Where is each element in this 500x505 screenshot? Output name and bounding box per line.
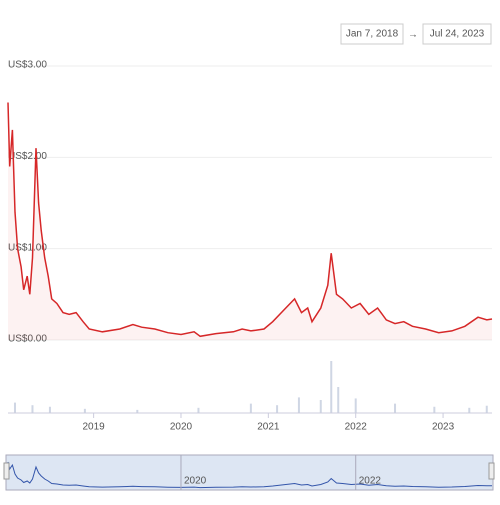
y-tick-label: US$2.00 (8, 151, 47, 162)
price-line (7, 102, 493, 338)
volume-bar (297, 397, 300, 413)
volume-bar (433, 406, 436, 413)
x-tick-label: 2019 (82, 422, 105, 433)
x-tick-label: 2022 (345, 422, 368, 433)
volume-bar (276, 405, 279, 413)
x-tick-label: 2023 (432, 422, 455, 433)
volume-bar (48, 406, 51, 413)
range-to[interactable]: Jul 24, 2023 (430, 29, 485, 40)
y-tick-label: US$3.00 (8, 60, 47, 71)
volume-bar (337, 387, 340, 413)
x-tick-label: 2020 (170, 422, 193, 433)
navigator[interactable] (5, 454, 494, 491)
volume-bar (249, 403, 252, 413)
volume-bar (319, 400, 322, 413)
volume-bar (136, 409, 139, 413)
navigator-label: 2022 (359, 476, 382, 487)
volume-bar (354, 398, 357, 413)
range-from[interactable]: Jan 7, 2018 (346, 29, 399, 40)
volume-bar (485, 405, 488, 413)
range-to-box[interactable] (422, 23, 492, 45)
volume-bar (31, 405, 34, 413)
y-tick-label: US$1.00 (8, 242, 47, 253)
range-separator: → (408, 30, 418, 41)
volume-bar (330, 361, 333, 413)
volume-bar (197, 407, 200, 413)
navigator-handle-left (3, 462, 10, 480)
volume-bar (13, 402, 16, 413)
x-tick-label: 2021 (257, 422, 280, 433)
range-from-box[interactable] (340, 23, 404, 45)
volume-bar (468, 407, 471, 413)
y-tick-label: US$0.00 (8, 334, 47, 345)
navigator-line (7, 461, 493, 489)
area (8, 102, 492, 340)
navigator-handle-right (488, 462, 495, 480)
volume-bar (83, 408, 86, 413)
navigator-label: 2020 (184, 476, 207, 487)
volume-bar (394, 403, 397, 413)
